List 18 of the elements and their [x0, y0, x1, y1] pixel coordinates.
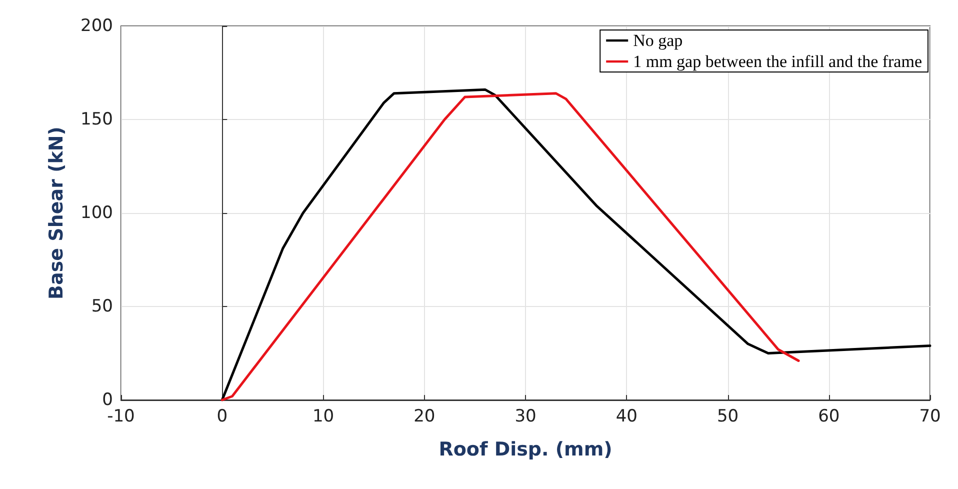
y-tick-label: 50 [91, 296, 113, 316]
x-axis-title: Roof Disp. (mm) [438, 438, 612, 460]
x-tick-label: 70 [919, 406, 941, 426]
x-tick-label: 0 [216, 406, 228, 426]
x-tick-label: 50 [716, 406, 739, 426]
y-tick-label: 100 [80, 203, 113, 223]
legend-label: 1 mm gap between the infill and the frame [633, 52, 922, 71]
y-axis-title: Base Shear (kN) [46, 126, 68, 300]
y-tick-label: 200 [80, 16, 113, 36]
x-tick-label: 60 [818, 406, 840, 426]
x-tick-label: 10 [312, 406, 334, 426]
x-tick-label: 20 [414, 406, 436, 426]
legend-label: No gap [633, 31, 683, 50]
line-series [220, 92, 800, 402]
line-series [220, 88, 932, 402]
x-tick-label: 40 [616, 406, 638, 426]
y-tick-label: 150 [80, 110, 113, 130]
x-tick-label: 30 [514, 406, 536, 426]
